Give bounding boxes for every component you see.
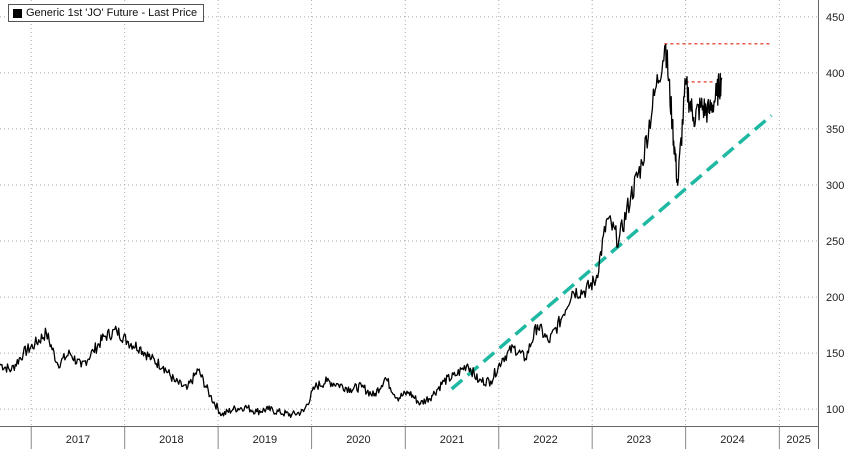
- y-tick-label: 450: [826, 12, 844, 24]
- price-point: [45, 332, 48, 334]
- price-point: [373, 394, 375, 397]
- price-point: [209, 394, 211, 397]
- y-tick-label: 200: [826, 292, 844, 304]
- legend: Generic 1st 'JO' Future - Last Price: [8, 4, 205, 22]
- price-point: [653, 94, 656, 97]
- x-gridlines: [30, 0, 780, 449]
- price-point: [197, 369, 199, 371]
- price-point: [384, 376, 387, 379]
- price-point: [22, 352, 25, 354]
- price-point: [173, 380, 176, 382]
- price-point: [700, 105, 702, 108]
- x-tick-labels: 2017 2018 2019 2020 2021 2022 2023 2024 2025: [66, 434, 811, 446]
- y-tick-label: 350: [826, 124, 844, 136]
- price-point: [162, 365, 165, 368]
- price-point: [138, 346, 141, 349]
- price-point: [408, 391, 410, 394]
- x-tick-label: 2023: [627, 434, 651, 446]
- price-point: [715, 94, 718, 97]
- price-point: [454, 374, 457, 377]
- price-point: [676, 184, 679, 186]
- price-point: [314, 385, 316, 388]
- price-point: [443, 380, 445, 382]
- price-line: [0, 44, 723, 419]
- x-tick-label: 2019: [253, 434, 277, 446]
- price-point: [69, 352, 71, 354]
- price-point: [80, 365, 82, 368]
- price-point: [360, 385, 363, 388]
- price-point: [708, 111, 710, 113]
- y-gridlines: [0, 16, 818, 410]
- price-point: [606, 217, 609, 220]
- series-layer: [0, 44, 723, 419]
- price-point: [150, 357, 153, 360]
- price-point: [477, 380, 480, 382]
- price-point: [115, 329, 118, 332]
- price-point: [349, 388, 352, 390]
- price-point: [127, 341, 130, 343]
- price-point: [302, 410, 305, 413]
- price-point: [664, 44, 667, 46]
- x-tick-label: 2021: [440, 434, 464, 446]
- price-point: [279, 411, 282, 414]
- x-tick-label: 2025: [786, 434, 810, 446]
- price-point: [10, 369, 13, 371]
- price-point: [684, 83, 687, 85]
- y-tick-label: 250: [826, 236, 844, 248]
- price-point: [326, 380, 328, 382]
- price-point: [618, 240, 620, 242]
- price-point: [103, 335, 106, 338]
- price-point: [57, 363, 59, 366]
- price-point: [524, 357, 527, 360]
- x-tick-label: 2020: [346, 434, 370, 446]
- price-point: [0, 363, 1, 366]
- price-point: [243, 406, 246, 408]
- price-point: [583, 290, 586, 293]
- x-tick-label: 2022: [533, 434, 557, 446]
- x-tick-label: 2024: [720, 434, 744, 446]
- price-point: [501, 357, 504, 360]
- price-point: [466, 363, 469, 366]
- price-point: [186, 388, 188, 390]
- price-point: [720, 77, 723, 80]
- legend-swatch: [13, 8, 22, 18]
- trend-line: [450, 114, 773, 391]
- y-tick-label: 300: [826, 180, 844, 192]
- price-point: [692, 116, 695, 119]
- annotations-layer: [450, 42, 773, 391]
- price-point: [232, 408, 235, 410]
- price-point: [671, 122, 674, 125]
- y-tick-label: 400: [826, 68, 844, 80]
- price-point: [290, 413, 293, 416]
- y-tick-label: 150: [826, 348, 844, 360]
- price-point: [513, 346, 515, 349]
- price-point: [547, 341, 550, 343]
- price-point: [396, 397, 399, 399]
- price-point: [419, 402, 422, 405]
- y-tick-label: 100: [826, 404, 844, 416]
- price-point: [337, 383, 340, 386]
- price-point: [490, 380, 492, 382]
- price-point: [431, 394, 433, 397]
- price-point: [571, 290, 574, 293]
- price-point: [220, 413, 223, 416]
- price-point: [630, 195, 632, 197]
- price-point: [641, 161, 643, 164]
- price-point: [92, 350, 95, 352]
- price-point: [255, 410, 258, 413]
- x-tick-label: 2018: [159, 434, 183, 446]
- price-point: [536, 324, 539, 326]
- price-point: [560, 318, 562, 321]
- price-point: [267, 408, 269, 410]
- price-point: [594, 279, 597, 282]
- price-point: [34, 343, 36, 345]
- x-tick-label: 2017: [66, 434, 90, 446]
- legend-label: Generic 1st 'JO' Future - Last Price: [26, 7, 198, 19]
- y-tick-labels: 100 150 200 250 300 350 400 450: [826, 12, 844, 416]
